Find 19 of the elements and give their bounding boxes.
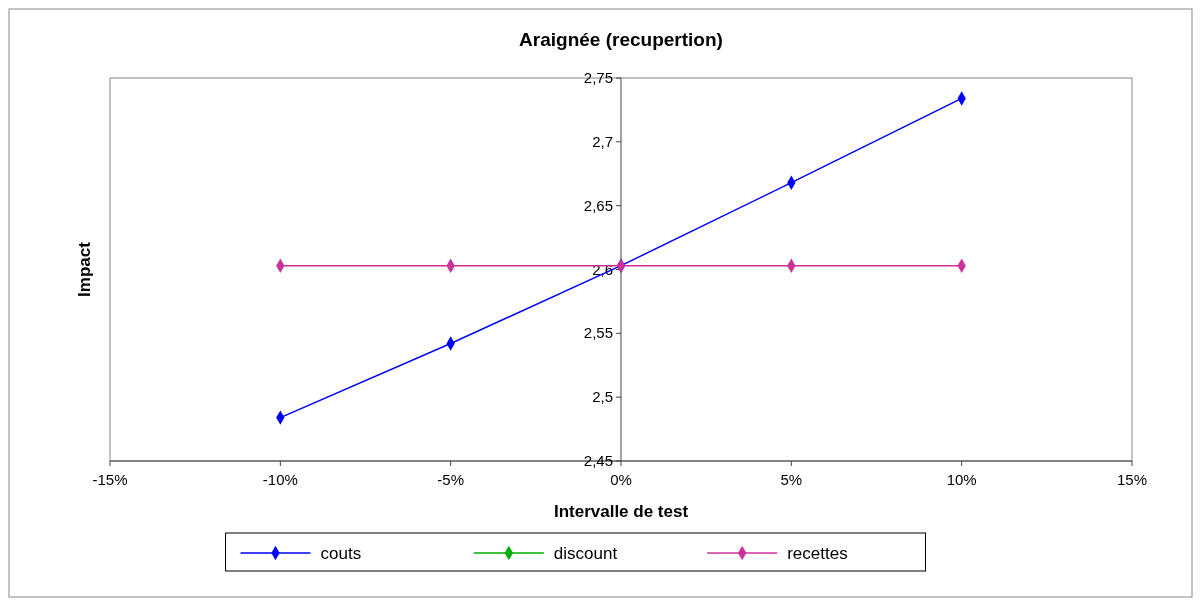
legend-label: discount	[553, 544, 618, 563]
x-tick-label: -15%	[92, 471, 128, 488]
x-tick-label: 5%	[780, 471, 803, 488]
legend-label: recettes	[787, 544, 848, 563]
y-tick-label: 2,75	[583, 69, 613, 86]
y-tick-label: 2,45	[583, 452, 613, 469]
x-tick-label: 0%	[610, 471, 632, 488]
chart-title: Araignée (recupertion)	[519, 29, 723, 50]
legend-label: couts	[320, 544, 362, 563]
x-axis-title: Intervalle de test	[553, 502, 689, 521]
x-tick-label: -5%	[437, 471, 465, 488]
y-axis-title: Impact	[75, 241, 94, 297]
x-tick-label: -10%	[262, 471, 298, 488]
x-tick-label: 15%	[1116, 471, 1148, 488]
x-tick-label: 10%	[946, 471, 977, 488]
y-tick-label: 2,7	[592, 132, 613, 150]
y-tick-label: 2,65	[583, 196, 613, 214]
y-tick-label: 2,55	[583, 324, 613, 342]
y-tick-label: 2,5	[592, 388, 613, 406]
